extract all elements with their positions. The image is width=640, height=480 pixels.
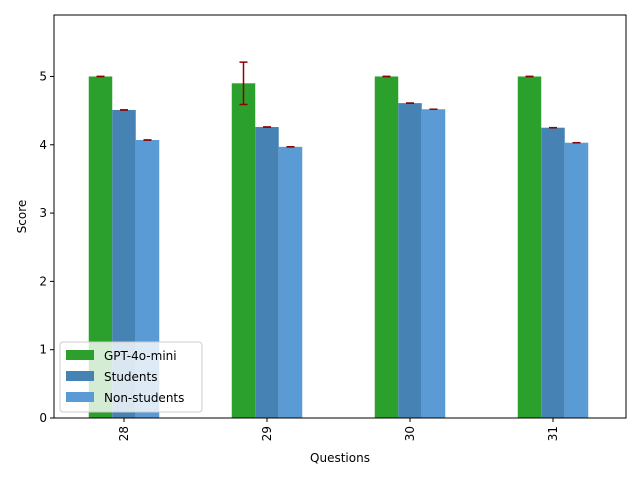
legend-swatch xyxy=(66,392,94,402)
legend: GPT-4o-mini Students Non-students xyxy=(59,341,203,413)
y-tick-label: 0 xyxy=(39,411,47,425)
bar-gpt-4o-mini-q31 xyxy=(517,76,542,418)
bar-gpt-4o-mini-q29 xyxy=(231,83,256,418)
y-axis: 0 1 2 3 4 5 xyxy=(39,69,54,425)
bar-gpt-4o-mini-q30 xyxy=(374,76,399,418)
y-tick-label: 4 xyxy=(39,138,47,152)
x-tick-label: 31 xyxy=(546,426,560,441)
plot-frame xyxy=(53,14,627,419)
bar-non-students-q31 xyxy=(564,142,589,418)
legend-box xyxy=(59,341,203,413)
x-tick-label: 28 xyxy=(117,426,131,441)
bar-students-q29 xyxy=(255,127,279,419)
bar-non-students-q29 xyxy=(278,146,303,419)
x-axis: 28 29 30 31 xyxy=(117,418,560,441)
x-tick-label: 29 xyxy=(260,426,274,441)
legend-label: Non-students xyxy=(104,391,184,405)
x-tick-label: 30 xyxy=(403,426,417,441)
bar-students-q28 xyxy=(112,109,136,419)
legend-swatch xyxy=(66,350,94,360)
error-bars-group xyxy=(96,61,581,148)
legend-label: Students xyxy=(104,370,158,384)
y-tick-label: 3 xyxy=(39,206,47,220)
legend-swatch xyxy=(66,371,94,381)
bar-gpt-4o-mini-q28 xyxy=(88,76,113,418)
y-axis-label: Score xyxy=(15,200,29,234)
bar-students-q31 xyxy=(541,127,565,418)
bar-non-students-q30 xyxy=(421,109,446,418)
y-tick-label: 2 xyxy=(39,274,47,288)
x-axis-label: Questions xyxy=(310,451,370,465)
bar-students-q30 xyxy=(398,103,422,418)
legend-label: GPT-4o-mini xyxy=(104,349,177,363)
y-tick-label: 5 xyxy=(39,69,47,83)
y-tick-label: 1 xyxy=(39,343,47,357)
